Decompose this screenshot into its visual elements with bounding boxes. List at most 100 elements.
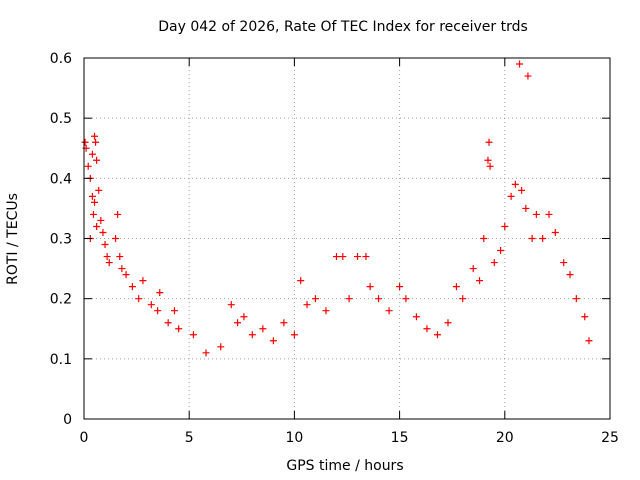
roti-point: [88, 150, 96, 158]
roti-point: [354, 253, 362, 261]
y-tick-label: 0.6: [50, 51, 72, 67]
roti-point: [322, 307, 330, 315]
roti-point: [105, 259, 113, 267]
data-points: [81, 60, 593, 357]
y-tick-label: 0.3: [50, 232, 72, 248]
y-tick-label: 0.2: [50, 292, 72, 308]
roti-point: [234, 319, 242, 327]
roti-point: [217, 343, 225, 351]
roti-point: [202, 349, 210, 357]
roti-point: [423, 325, 431, 333]
roti-point: [524, 72, 532, 80]
roti-point: [189, 331, 197, 339]
roti-point: [170, 307, 178, 315]
roti-point: [412, 313, 420, 321]
roti-point: [101, 241, 109, 249]
roti-point: [433, 331, 441, 339]
roti-point: [516, 60, 524, 68]
roti-point: [444, 319, 452, 327]
roti-point: [480, 235, 488, 242]
roti-point: [511, 180, 519, 188]
roti-point: [297, 277, 305, 285]
y-tick-label: 0: [63, 412, 72, 428]
roti-point: [175, 325, 183, 333]
roti-point: [501, 222, 509, 230]
roti-point: [88, 192, 96, 200]
roti-point: [497, 247, 505, 255]
roti-point: [227, 301, 235, 309]
roti-point: [484, 156, 492, 164]
x-tick-label: 0: [80, 430, 89, 446]
roti-point: [476, 277, 484, 285]
grid-lines: [84, 58, 610, 419]
y-tick-label: 0.5: [50, 111, 72, 127]
roti-point: [375, 295, 383, 303]
roti-point: [81, 138, 89, 146]
roti-point: [452, 283, 460, 291]
roti-point: [156, 289, 164, 297]
roti-point: [532, 210, 540, 218]
roti-point: [84, 162, 92, 170]
roti-point: [485, 138, 493, 146]
roti-point: [486, 162, 494, 170]
x-tick-label: 15: [391, 430, 409, 446]
x-tick-label: 10: [285, 430, 303, 446]
roti-point: [572, 295, 580, 303]
roti-point: [116, 253, 124, 261]
roti-point: [114, 210, 122, 218]
roti-point: [311, 295, 319, 303]
roti-point: [91, 198, 99, 206]
roti-point: [566, 271, 574, 279]
roti-point: [95, 186, 103, 194]
roti-point: [290, 331, 298, 339]
x-tick-label: 25: [601, 430, 619, 446]
roti-point: [112, 235, 120, 242]
roti-point: [539, 235, 547, 242]
roti-point: [518, 186, 526, 194]
roti-point: [490, 259, 498, 267]
roti-point: [362, 253, 370, 261]
roti-point: [402, 295, 410, 303]
roti-point: [339, 253, 347, 261]
roti-point: [99, 228, 107, 236]
roti-point: [280, 319, 288, 327]
x-axis-label: GPS time / hours: [286, 458, 403, 474]
roti-point: [459, 295, 467, 303]
y-axis-label: ROTI / TECUs: [5, 193, 21, 285]
roti-point: [240, 313, 248, 321]
x-tick-label: 5: [185, 430, 194, 446]
roti-point: [259, 325, 267, 333]
roti-point: [385, 307, 393, 315]
roti-point: [122, 271, 130, 279]
roti-point: [164, 319, 172, 327]
roti-point: [269, 337, 277, 345]
roti-point: [91, 132, 99, 140]
x-tick-label: 20: [496, 430, 514, 446]
roti-point: [551, 228, 559, 236]
roti-point: [248, 331, 256, 339]
roti-point: [345, 295, 353, 303]
roti-point: [154, 307, 162, 315]
roti-point: [92, 138, 100, 146]
roti-point: [469, 265, 477, 273]
roti-point: [135, 295, 143, 303]
y-tick-label: 0.4: [50, 171, 72, 187]
roti-point: [128, 283, 136, 291]
roti-point: [103, 253, 111, 261]
roti-point: [366, 283, 374, 291]
axis-ticks: 0 5 10 15 20 25 0 0.1 0.2 0.3 0.4 0.5 0.6: [50, 51, 619, 446]
roti-point: [303, 301, 311, 309]
roti-point: [93, 156, 101, 164]
roti-point: [581, 313, 589, 321]
chart-title: Day 042 of 2026, Rate Of TEC Index for r…: [158, 19, 528, 35]
roti-point: [522, 204, 530, 212]
roti-point: [332, 253, 340, 261]
roti-point: [585, 337, 593, 345]
roti-point: [118, 265, 126, 273]
roti-point: [528, 235, 536, 242]
roti-point: [89, 210, 97, 218]
roti-point: [147, 301, 155, 309]
roti-point: [507, 192, 515, 200]
